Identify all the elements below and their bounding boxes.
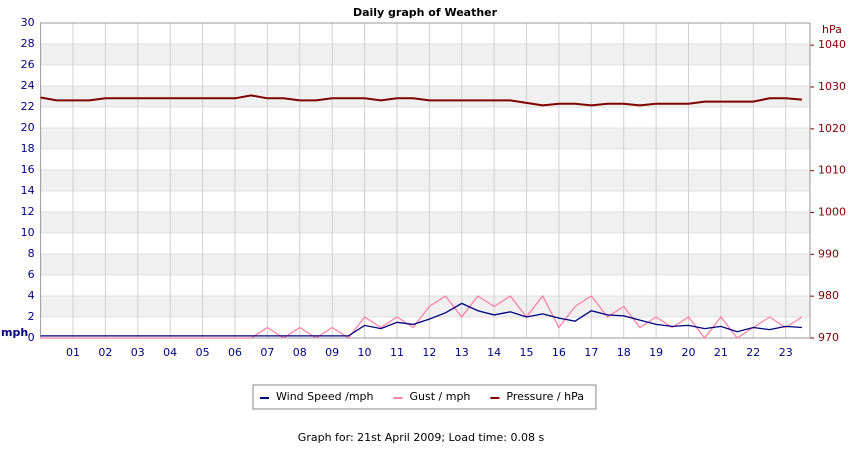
x-tick-label: 09 xyxy=(325,346,339,359)
y2-tick-label: 1000 xyxy=(818,206,846,219)
y2-tick-label: 980 xyxy=(818,289,839,302)
x-tick-label: 11 xyxy=(390,346,404,359)
x-tick-label: 06 xyxy=(228,346,242,359)
x-tick-label: 10 xyxy=(358,346,372,359)
x-tick-label: 08 xyxy=(293,346,307,359)
y-tick-label: 20 xyxy=(21,121,35,134)
y-tick-label: 28 xyxy=(21,37,35,50)
x-tick-label: 20 xyxy=(682,346,696,359)
x-tick-label: 21 xyxy=(714,346,728,359)
y-tick-label: 14 xyxy=(21,184,35,197)
y-tick-label: 24 xyxy=(21,79,35,92)
y2-tick-label: 1040 xyxy=(818,38,846,51)
y-tick-label: 4 xyxy=(28,289,35,302)
grid-band xyxy=(40,86,811,107)
x-tick-label: 22 xyxy=(746,346,760,359)
x-tick-label: 03 xyxy=(131,346,145,359)
x-tick-label: 18 xyxy=(617,346,631,359)
x-tick-label: 16 xyxy=(552,346,566,359)
x-tick-label: 13 xyxy=(455,346,469,359)
x-tick-label: 07 xyxy=(260,346,274,359)
legend-label: Gust / mph xyxy=(410,390,471,403)
x-tick-label: 12 xyxy=(422,346,436,359)
y-tick-label: 12 xyxy=(21,205,35,218)
footer: Graph for: 21st April 2009; Load time: 0… xyxy=(298,431,545,444)
y-tick-label: 22 xyxy=(21,100,35,113)
grid-band xyxy=(40,44,811,65)
grid-band xyxy=(40,296,811,317)
chart-title: Daily graph of Weather xyxy=(353,6,498,19)
legend-label: Pressure / hPa xyxy=(506,390,584,403)
y-tick-label: 0 xyxy=(28,331,35,344)
y2-tick-label: 1010 xyxy=(818,164,846,177)
x-tick-label: 15 xyxy=(520,346,534,359)
x-tick-label: 23 xyxy=(779,346,793,359)
y2-tick-label: 1020 xyxy=(818,122,846,135)
y2-tick-label: 990 xyxy=(818,247,839,260)
y-tick-label: 26 xyxy=(21,58,35,71)
plot-frame xyxy=(40,22,811,339)
x-tick-label: 05 xyxy=(196,346,210,359)
y-tick-label: 6 xyxy=(28,268,35,281)
y-tick-label: 16 xyxy=(21,163,35,176)
y2-tick-label: 1030 xyxy=(818,80,846,93)
x-tick-label: 01 xyxy=(66,346,80,359)
y-axis-label: mph xyxy=(1,326,28,339)
grid-band xyxy=(40,254,811,275)
x-tick-label: 17 xyxy=(584,346,598,359)
y-tick-label: 18 xyxy=(21,142,35,155)
x-tick-label: 14 xyxy=(487,346,501,359)
y2-axis-label: hPa xyxy=(822,23,842,36)
y-tick-label: 8 xyxy=(28,247,35,260)
grid-band xyxy=(40,170,811,191)
y-tick-label: 30 xyxy=(21,16,35,29)
series-line xyxy=(40,94,802,107)
y-tick-label: 2 xyxy=(28,310,35,323)
x-tick-label: 02 xyxy=(98,346,112,359)
x-tick-label: 19 xyxy=(649,346,663,359)
y-tick-label: 10 xyxy=(21,226,35,239)
x-tick-label: 04 xyxy=(163,346,177,359)
series-line xyxy=(40,302,802,337)
grid-band xyxy=(40,212,811,233)
y2-tick-label: 970 xyxy=(818,331,839,344)
grid-band xyxy=(40,128,811,149)
legend-label: Wind Speed /mph xyxy=(276,390,374,403)
legend-box xyxy=(252,384,597,410)
